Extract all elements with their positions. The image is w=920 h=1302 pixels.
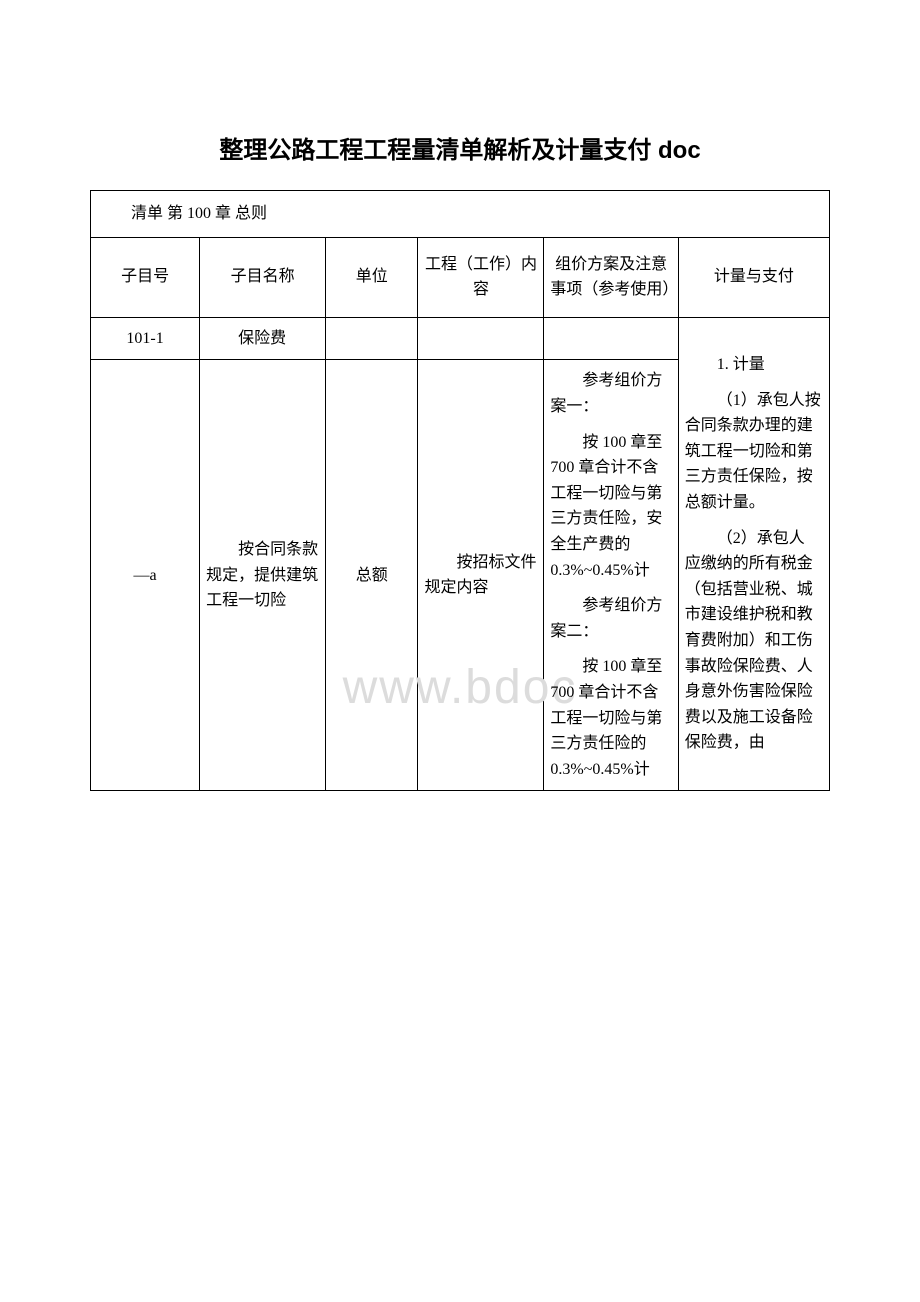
chapter-header-row: 清单 第 100 章 总则 [91,191,830,238]
chapter-title-cell: 清单 第 100 章 总则 [91,191,830,238]
payment-heading: 1. 计量 [685,352,823,378]
header-name: 子目名称 [200,237,326,317]
header-plan: 组价方案及注意事项（参考使用） [544,237,678,317]
cell-payment: 1. 计量 （1）承包人按合同条款办理的建筑工程一切险和第三方责任保险，按总额计… [678,317,829,791]
cell-name-text: 保险费 [206,326,319,352]
plan1-title: 参考组价方案一： [550,368,671,419]
payment-p1: （1）承包人按合同条款办理的建筑工程一切险和第三方责任保险，按总额计量。 [685,388,823,516]
header-payment: 计量与支付 [678,237,829,317]
table-row: 101-1 保险费 1. 计量 （1）承包人按合同条款办理的建筑工程一切险和第三… [91,317,830,360]
plan1-body: 按 100 章至 700 章合计不含工程一切险与第三方责任险，安全生产费的 0.… [550,430,671,584]
cell-name: 按合同条款规定，提供建筑工程一切险 [200,360,326,791]
cell-content [418,317,544,360]
cell-content: 按招标文件规定内容 [418,360,544,791]
cell-code: —a [91,360,200,791]
document-title: 整理公路工程工程量清单解析及计量支付 doc [90,130,830,165]
cell-plan [544,317,678,360]
cell-name: 保险费 [200,317,326,360]
table-header-row: 子目号 子目名称 单位 工程（工作）内容 组价方案及注意事项（参考使用） 计量与… [91,237,830,317]
cell-unit [326,317,418,360]
header-content: 工程（工作）内容 [418,237,544,317]
cell-plan: 参考组价方案一： 按 100 章至 700 章合计不含工程一切险与第三方责任险，… [544,360,678,791]
header-unit: 单位 [326,237,418,317]
chapter-title-text: 清单 第 100 章 总则 [99,201,821,227]
cell-name-text: 按合同条款规定，提供建筑工程一切险 [206,537,319,614]
plan2-body: 按 100 章至 700 章合计不含工程一切险与第三方责任险的 0.3%~0.4… [550,654,671,782]
cell-content-text: 按招标文件规定内容 [424,550,537,601]
header-code: 子目号 [91,237,200,317]
payment-p2: （2）承包人 应缴纳的所有税金（包括营业税、城市建设维护税和教育费附加）和工伤事… [685,526,823,756]
plan2-title: 参考组价方案二： [550,593,671,644]
cell-unit: 总额 [326,360,418,791]
main-table: 清单 第 100 章 总则 子目号 子目名称 单位 工程（工作）内容 组价方案及… [90,190,830,791]
cell-code: 101-1 [91,317,200,360]
